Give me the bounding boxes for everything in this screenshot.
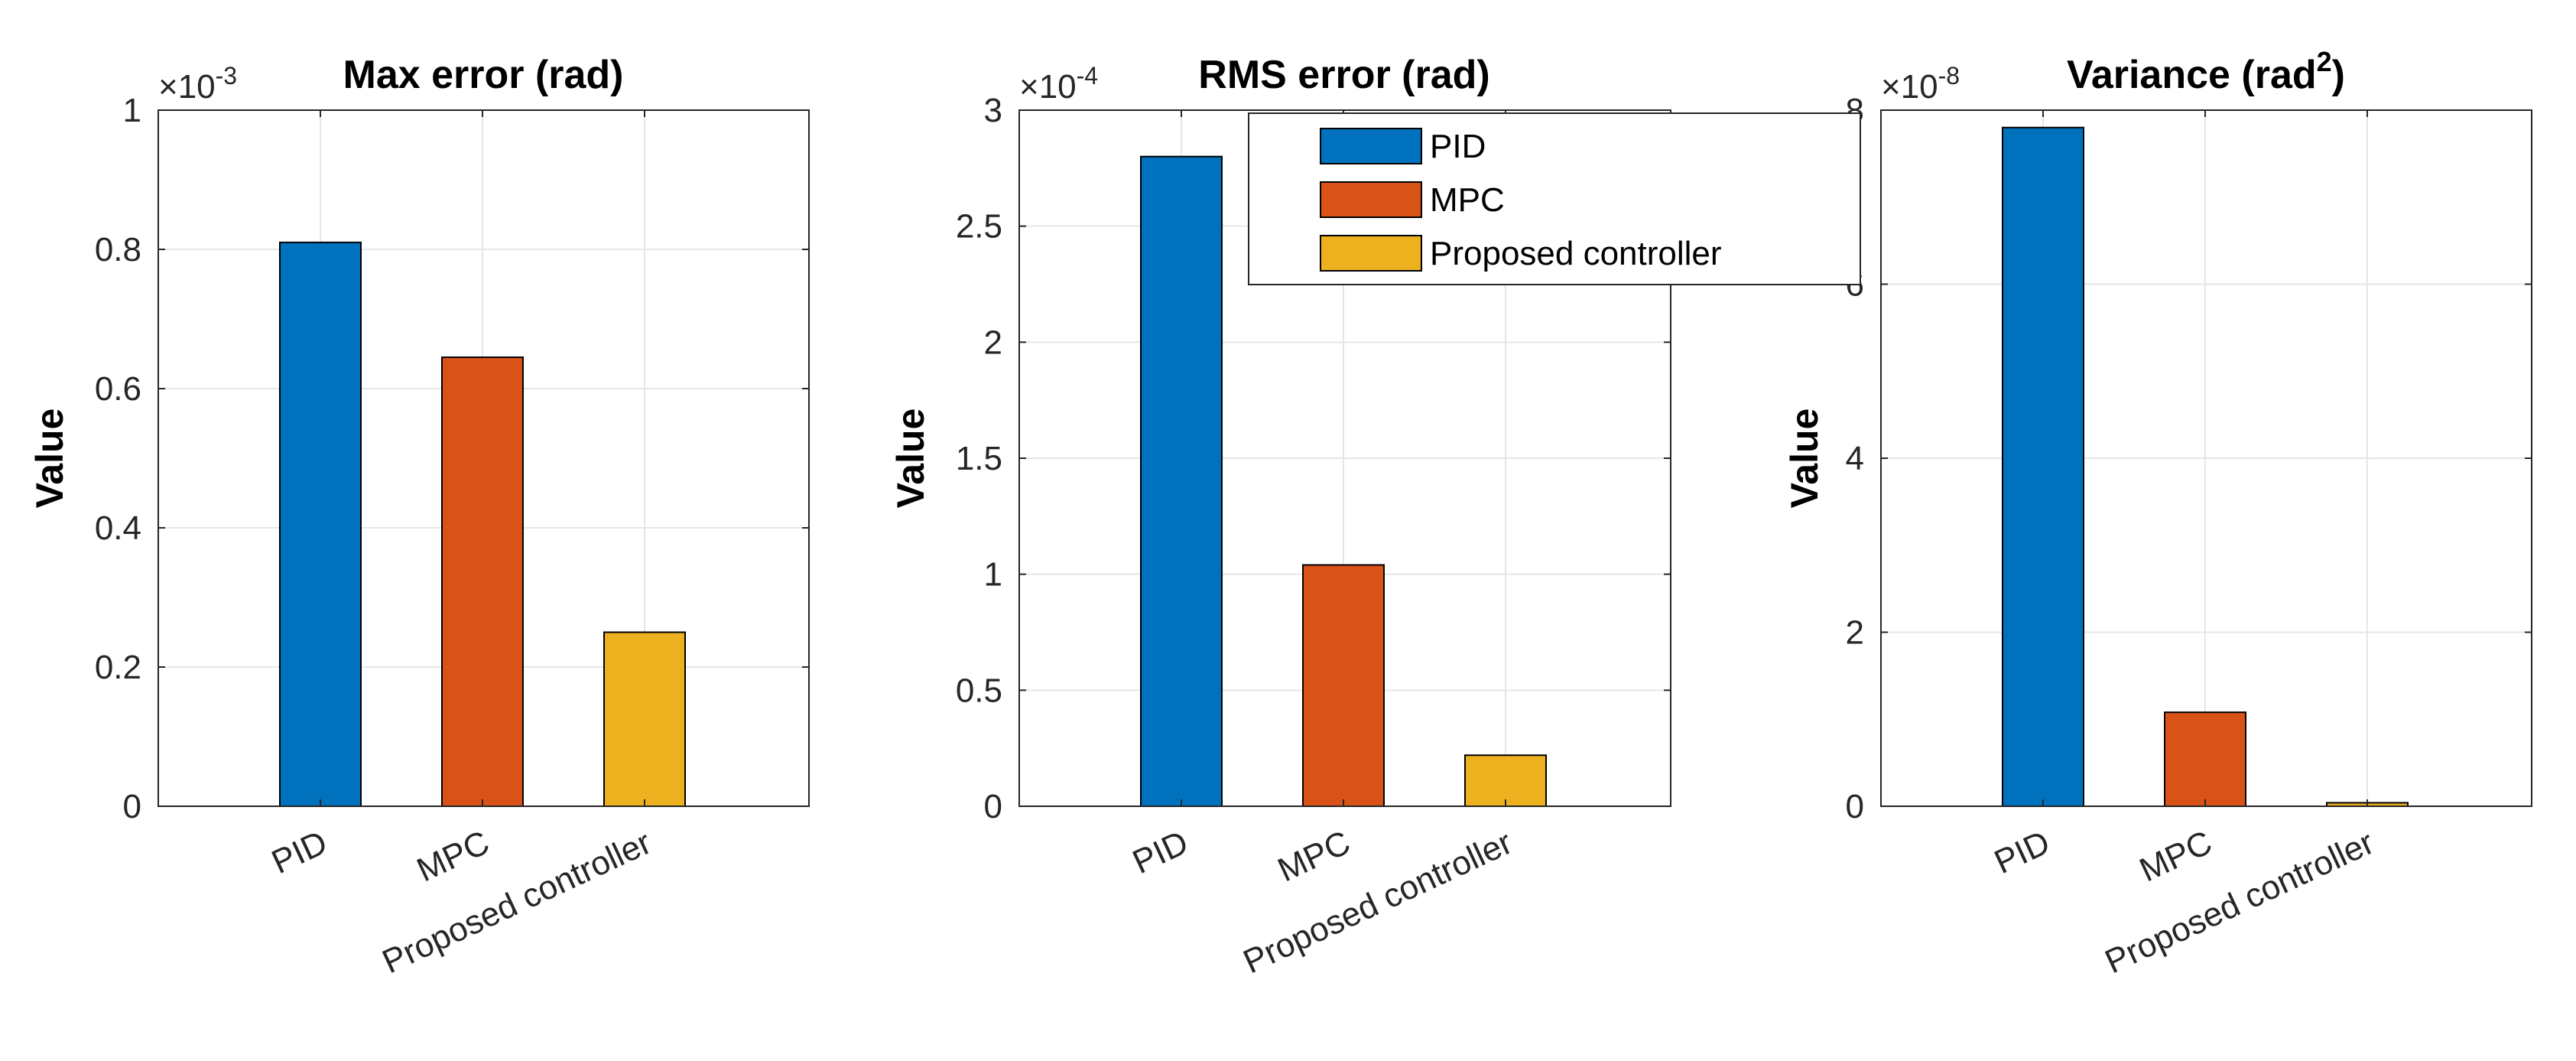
xtick-label: PID — [266, 824, 333, 881]
exponent-value: -3 — [216, 62, 237, 90]
xtick-label: Proposed controller — [377, 824, 658, 981]
axes-box-max-error — [158, 109, 810, 807]
chart-title-variance: Variance (rad2) — [2067, 46, 2345, 97]
legend-label-mpc: MPC — [1430, 181, 1505, 219]
ytick-label: 2.5 — [956, 208, 1002, 246]
ytick-label: 0 — [1846, 788, 1864, 825]
ytick-label: 0 — [123, 788, 141, 825]
legend-swatch-proposed — [1320, 235, 1422, 272]
xtick-label: Proposed controller — [1238, 824, 1519, 981]
exponent-value: -8 — [1938, 62, 1960, 90]
bar-pid — [279, 241, 362, 807]
ytick-label: 0.2 — [95, 649, 141, 686]
ytick-label: 1.5 — [956, 440, 1002, 477]
bar-proposed-controller — [603, 631, 686, 807]
ytick-label: 1 — [984, 556, 1002, 594]
ytick-label: 3 — [984, 92, 1002, 129]
xtick-label: PID — [1127, 824, 1194, 881]
bar-mpc — [1302, 564, 1385, 807]
exponent-label-max-error: ×10-3 — [158, 62, 237, 106]
xtick-label: Proposed controller — [2100, 824, 2380, 981]
ytick-label: 0.6 — [95, 370, 141, 408]
exponent-label-rms-error: ×10-4 — [1019, 62, 1098, 106]
ytick-label: 2 — [1846, 614, 1864, 652]
exponent-value: -4 — [1077, 62, 1098, 90]
xtick-label: MPC — [2134, 824, 2217, 890]
title-superscript: 2 — [2317, 46, 2332, 77]
yticks-max-error: 0 0.2 0.4 0.6 0.8 1 — [95, 92, 809, 825]
xtick-label: MPC — [1272, 824, 1356, 890]
y-axis-label-max-error: Value — [28, 408, 71, 509]
ytick-label: 2 — [984, 324, 1002, 361]
ytick-label: 4 — [1846, 440, 1864, 477]
title-end: ) — [2332, 53, 2345, 97]
chart-title-max-error: Max error (rad) — [343, 53, 624, 97]
bar-pid — [2002, 126, 2084, 807]
ytick-label: 0 — [984, 788, 1002, 825]
legend-swatch-mpc — [1320, 181, 1422, 218]
bars-rms-error — [1140, 155, 1547, 807]
legend: PID MPC Proposed controller — [1248, 112, 1861, 285]
bar-pid — [1140, 155, 1223, 807]
yticks-rms-error: 0 0.5 1 1.5 2 2.5 3 — [956, 92, 1671, 825]
legend-label-proposed: Proposed controller — [1430, 235, 1722, 272]
exponent-base: ×10 — [1881, 68, 1938, 106]
bars-variance — [2002, 126, 2409, 808]
bar-proposed-controller — [1464, 754, 1547, 807]
y-axis-label-rms-error: Value — [889, 408, 932, 509]
ytick-label: 0.5 — [956, 672, 1002, 709]
bar-mpc — [2164, 711, 2246, 808]
y-axis-label-variance: Value — [1783, 408, 1826, 509]
ytick-label: 0.4 — [95, 509, 141, 547]
xtick-label: MPC — [411, 824, 495, 890]
exponent-base: ×10 — [158, 68, 216, 106]
chart-title-rms-error: RMS error (rad) — [1198, 53, 1489, 97]
ytick-label: 1 — [123, 92, 141, 129]
bar-mpc — [441, 356, 524, 807]
legend-swatch-pid — [1320, 128, 1422, 164]
ytick-label: 0.8 — [95, 231, 141, 269]
xtick-label: PID — [1989, 824, 2055, 881]
legend-label-pid: PID — [1430, 128, 1486, 165]
exponent-label-variance: ×10-8 — [1881, 62, 1960, 106]
title-main: Variance (rad — [2067, 53, 2317, 97]
exponent-base: ×10 — [1019, 68, 1077, 106]
